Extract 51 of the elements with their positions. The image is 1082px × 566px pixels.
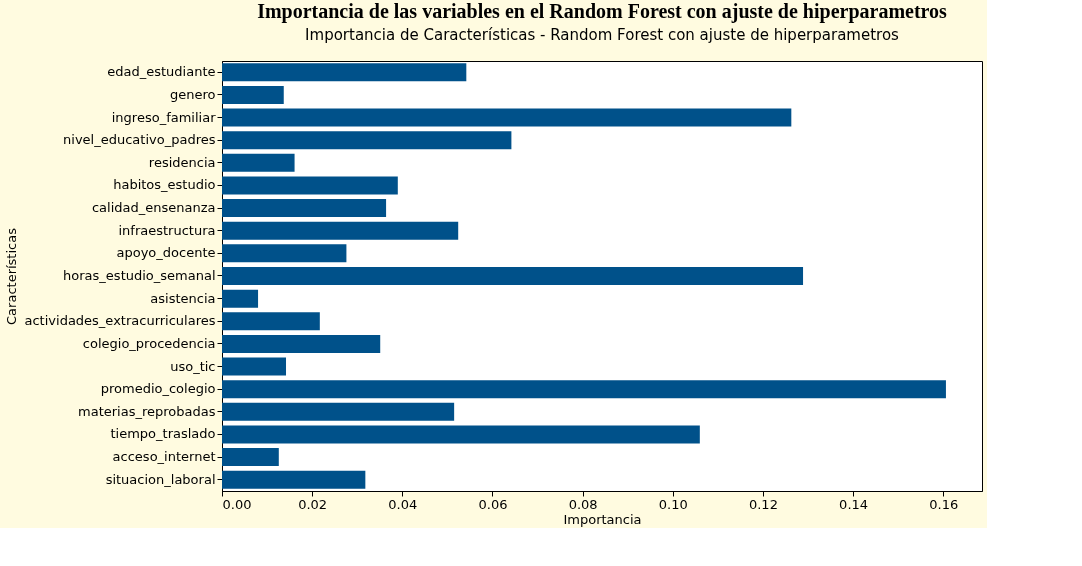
- x-tick-label: 0.10: [658, 496, 688, 512]
- y-tick-label: horas_estudio_semanal: [63, 268, 216, 283]
- bar: [222, 85, 284, 104]
- y-tick-label: apoyo_docente: [116, 245, 216, 261]
- bar: [222, 402, 455, 421]
- bar: [222, 244, 347, 263]
- y-axis-title: Características: [3, 227, 19, 325]
- y-tick-label: edad_estudiante: [107, 64, 216, 80]
- bar: [222, 357, 287, 376]
- y-tick-label: calidad_ensenanza: [91, 200, 216, 216]
- x-tick-label: 0.04: [388, 496, 418, 512]
- y-tick-label: uso_tic: [170, 358, 216, 374]
- bar: [222, 221, 459, 240]
- bar: [222, 380, 946, 399]
- y-tick-label: infraestructura: [118, 222, 216, 238]
- x-tick-label: 0.14: [839, 496, 869, 512]
- y-tick-label: actividades_extracurriculares: [24, 313, 216, 329]
- y-tick-label: promedio_colegio: [100, 381, 216, 397]
- bar: [222, 334, 381, 353]
- chart-subtitle: Importancia de Características - Random Forest con ajuste de hiperparametros: [305, 26, 900, 44]
- bar: [222, 289, 259, 308]
- bar: [222, 448, 279, 467]
- y-tick-label: residencia: [148, 154, 216, 170]
- bar: [222, 312, 320, 331]
- y-tick-label: habitos_estudio: [113, 177, 216, 193]
- x-axis-title: Importancia: [563, 511, 642, 527]
- x-tick-label: 0.16: [929, 496, 959, 512]
- y-tick-label: tiempo_traslado: [110, 426, 216, 442]
- y-tick-label: colegio_procedencia: [82, 335, 216, 351]
- y-tick-label: situacion_laboral: [105, 471, 216, 487]
- x-tick-label: 0.12: [748, 496, 778, 512]
- bar: [222, 63, 467, 82]
- bar: [222, 131, 512, 150]
- y-tick-label: nivel_educativo_padres: [63, 132, 216, 148]
- x-tick-label: 0.06: [478, 496, 508, 512]
- x-tick-label: 0.00: [222, 496, 252, 512]
- bar: [222, 425, 700, 444]
- bar: [222, 153, 295, 172]
- x-tick-label: 0.02: [298, 496, 328, 512]
- y-tick-label: genero: [170, 86, 216, 102]
- chart-title: Importancia de las variables en el Random Forest con ajuste de hiperparametros: [257, 0, 948, 23]
- y-tick-label: asistencia: [150, 290, 216, 306]
- x-tick-label: 0.08: [568, 496, 598, 512]
- bar: [222, 176, 398, 195]
- bar: [222, 470, 366, 489]
- y-tick-label: ingreso_familiar: [111, 109, 217, 125]
- y-tick-label: materias_reprobadas: [78, 403, 216, 419]
- y-tick-label: acceso_internet: [112, 449, 216, 465]
- bar: [222, 267, 804, 285]
- bar: [222, 108, 792, 127]
- bar: [222, 199, 387, 218]
